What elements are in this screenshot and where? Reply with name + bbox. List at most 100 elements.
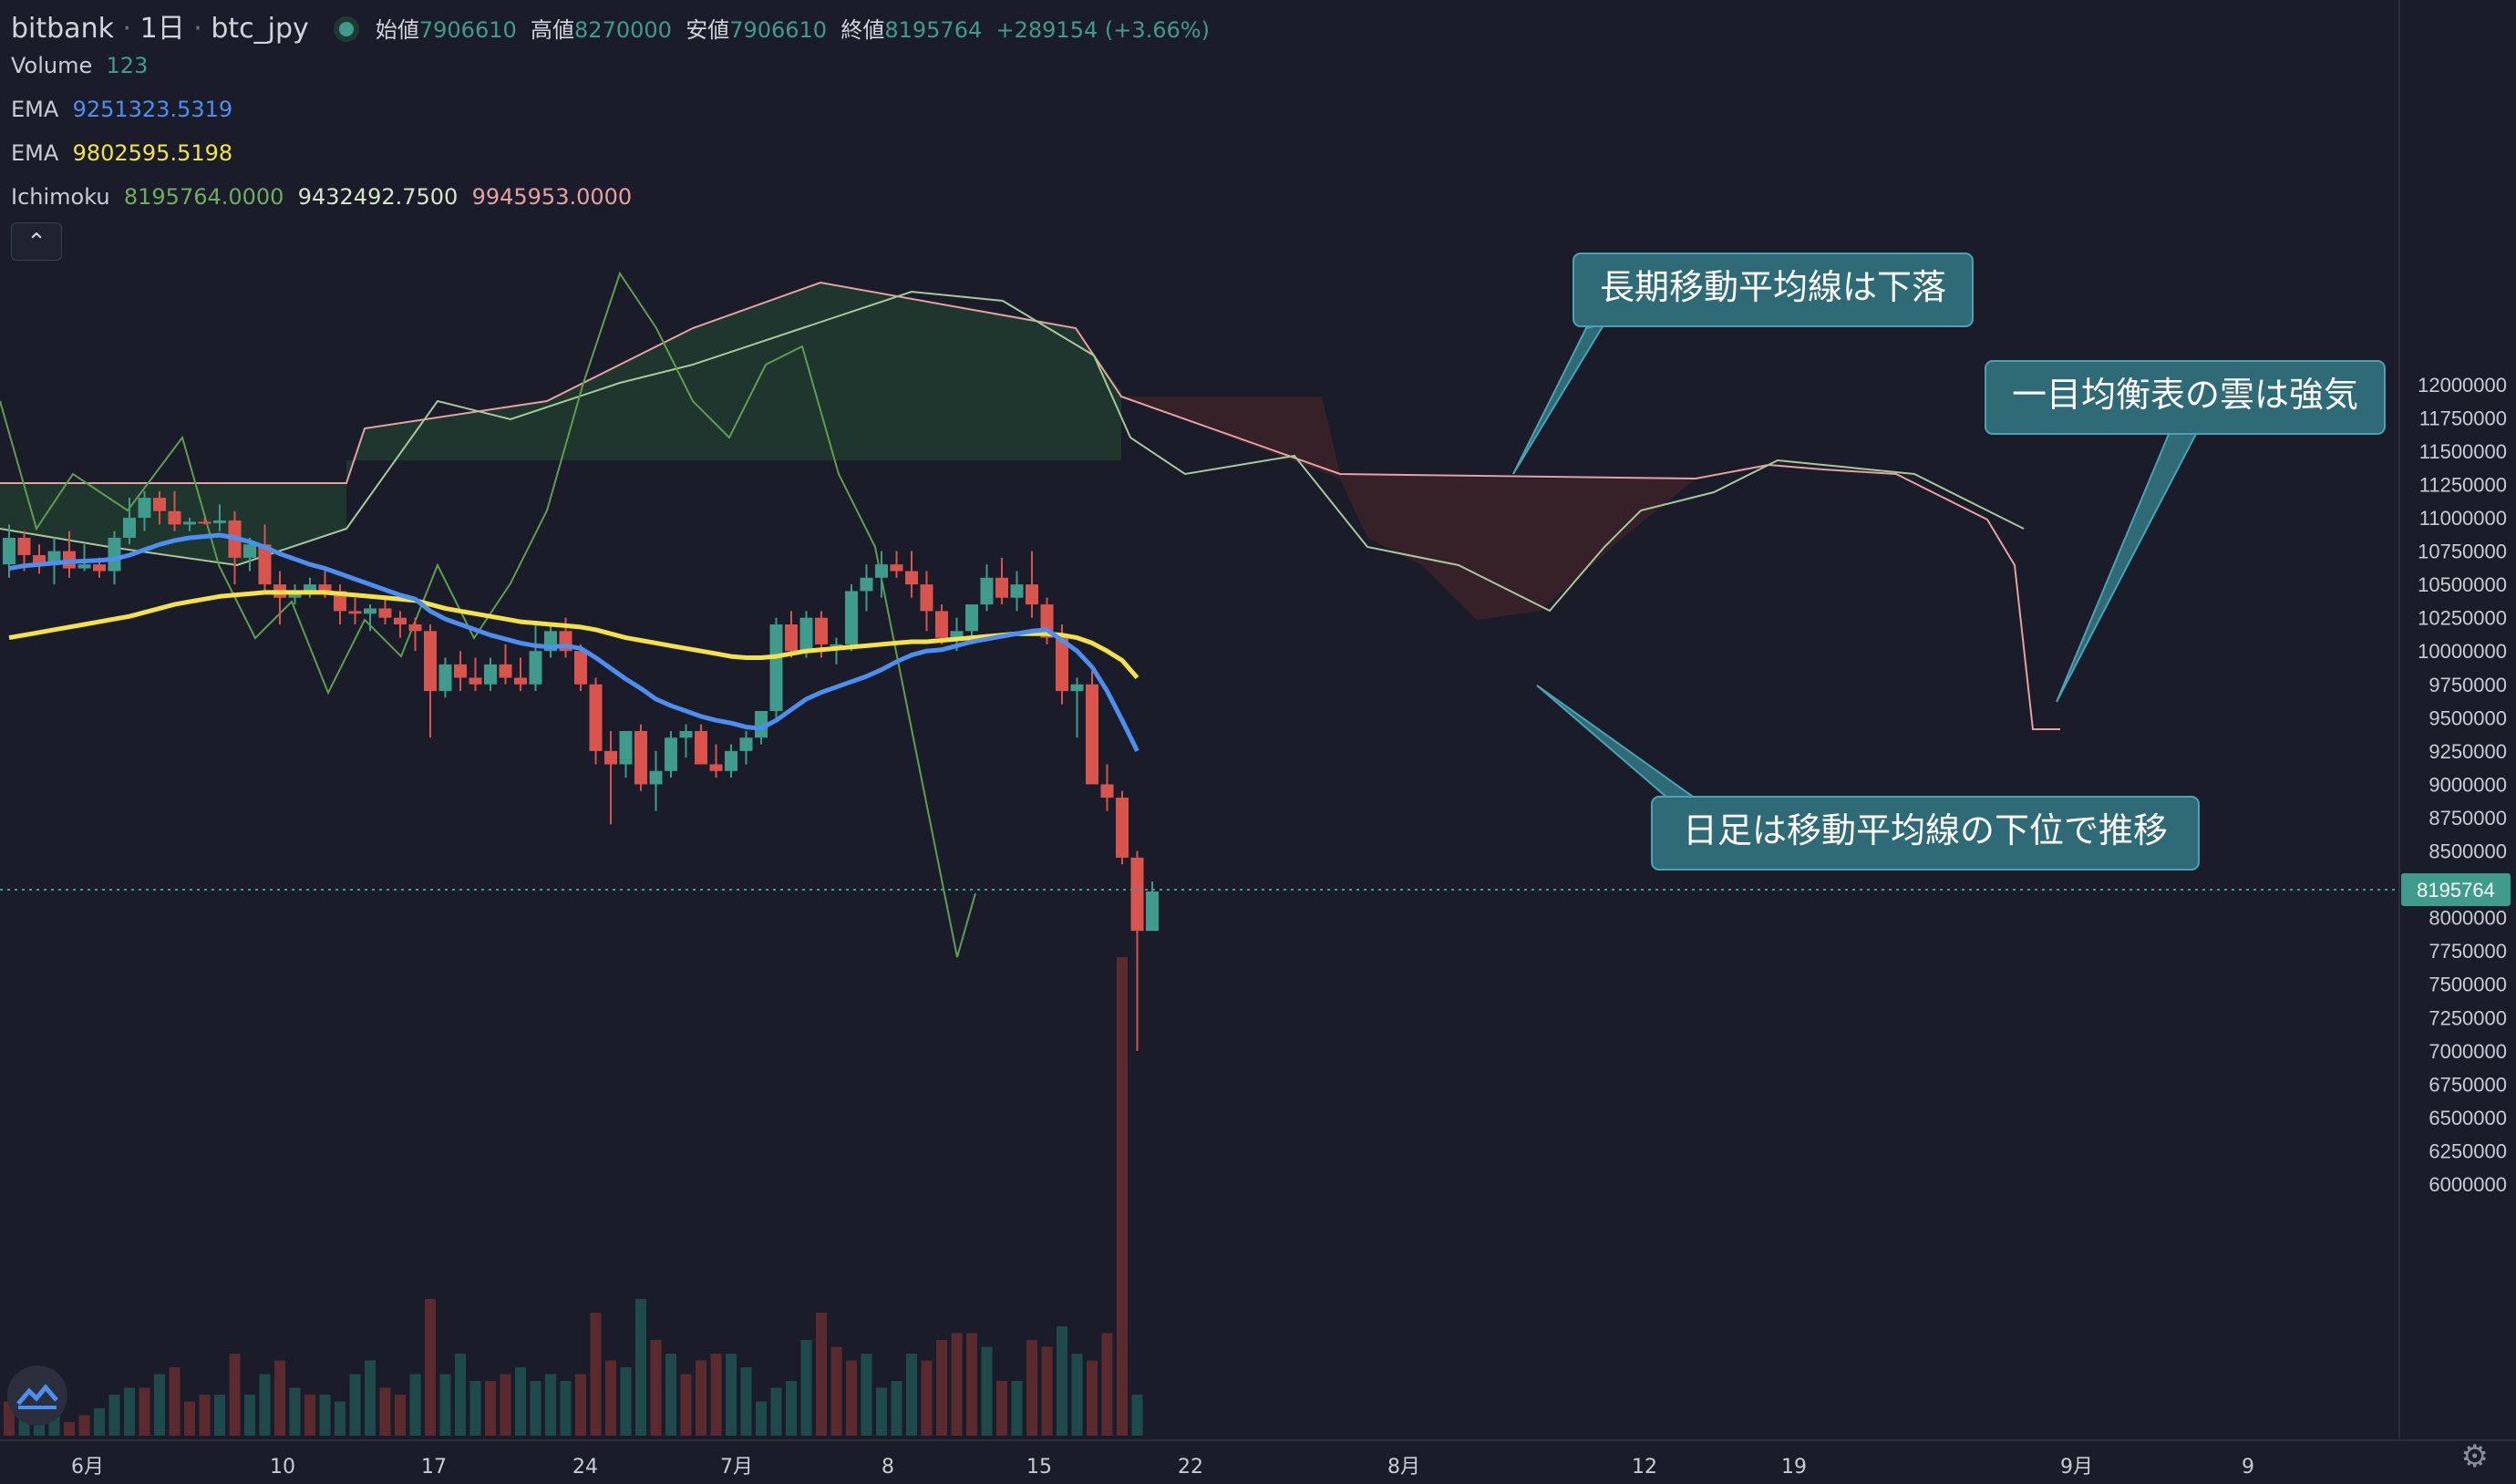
time-tick-label: 8 <box>882 1456 894 1479</box>
candle-body <box>1116 798 1129 858</box>
candle-body <box>469 677 482 685</box>
volume-bar <box>64 1422 75 1436</box>
candle-body <box>649 770 663 785</box>
time-tick-label: 19 <box>1781 1456 1807 1479</box>
price-axis[interactable]: 12000000 11750000 11500000 11250000 11000000… <box>2418 374 2507 1196</box>
senkou-span-b <box>0 281 2060 730</box>
price-tick-label: 9000000 <box>2428 773 2507 796</box>
candle-body <box>604 750 617 765</box>
candle-body <box>138 498 151 519</box>
legend-ema-short[interactable]: EMA 9251323.5319 <box>11 97 232 122</box>
change-value: +289154 (+3.66%) <box>995 17 1210 43</box>
collapse-legend-button[interactable]: ⌃ <box>11 222 62 261</box>
candle-body <box>860 577 873 592</box>
svg-text:長期移動平均線は下落: 長期移動平均線は下落 <box>1600 267 1946 307</box>
volume-bar <box>1101 1333 1113 1436</box>
interval-label[interactable]: 1日 <box>139 13 185 45</box>
time-tick-label: 7月 <box>720 1456 753 1479</box>
volume-bar <box>78 1415 90 1436</box>
candle-body <box>725 750 737 771</box>
time-tick-label: 22 <box>1178 1456 1203 1479</box>
time-tick-label: 15 <box>1026 1456 1052 1479</box>
volume-bar <box>620 1367 632 1436</box>
volume-bar <box>335 1401 345 1436</box>
cloud-bull-area <box>0 283 1121 565</box>
price-tick-label: 8500000 <box>2428 840 2507 863</box>
tradingview-logo-icon[interactable] <box>7 1365 67 1426</box>
volume-bar <box>1057 1326 1067 1436</box>
candle-body <box>529 651 542 685</box>
candle-body <box>1010 584 1024 598</box>
candle-body <box>920 584 933 612</box>
candle-body <box>394 617 407 624</box>
volume-bar <box>605 1360 616 1436</box>
candle-body <box>183 521 196 525</box>
ichimoku-value-2: 9432492.7500 <box>297 184 459 210</box>
time-tick-label: 10 <box>270 1456 295 1479</box>
candlesticks <box>3 490 1159 1051</box>
volume-bar <box>560 1381 572 1436</box>
candle-body <box>17 537 31 555</box>
market-status-icon <box>339 21 355 36</box>
candle-body <box>980 577 994 605</box>
price-tick-label: 11750000 <box>2419 407 2507 429</box>
gear-icon[interactable]: ⚙ <box>2460 1439 2489 1474</box>
volume-bar <box>710 1354 722 1436</box>
price-tick-label: 6000000 <box>2428 1173 2507 1196</box>
candle-body <box>77 564 91 569</box>
candle-body <box>258 544 272 585</box>
volume-bar <box>740 1367 752 1436</box>
legend-volume[interactable]: Volume 123 <box>11 53 148 78</box>
volume-bar <box>319 1395 331 1436</box>
volume-bar <box>800 1340 812 1436</box>
price-tick-label: 6250000 <box>2428 1139 2507 1162</box>
candle-body <box>1056 637 1068 692</box>
volume-bar <box>575 1374 586 1436</box>
time-tick-label: 17 <box>421 1456 447 1479</box>
time-tick-label: 9 <box>2242 1456 2254 1479</box>
symbol-name[interactable]: btc_jpy <box>211 13 309 45</box>
senkou-span-a <box>0 290 2025 613</box>
price-tick-label: 7750000 <box>2428 940 2507 963</box>
price-tick-label: 6500000 <box>2428 1107 2507 1129</box>
ema-lines <box>8 532 1139 752</box>
current-price-tag: 8195764 <box>2401 873 2511 906</box>
volume-bar <box>199 1395 211 1436</box>
open-label: 始値 <box>375 17 419 43</box>
ema-short-label: EMA <box>11 97 59 122</box>
volume-bar <box>108 1395 120 1436</box>
ichimoku-value-3: 9945953.0000 <box>471 184 633 210</box>
legend-ema-long[interactable]: EMA 9802595.5198 <box>11 140 232 166</box>
ema-long-value: 9802595.5198 <box>72 140 233 166</box>
candle-body <box>739 737 753 751</box>
time-tick-label: 24 <box>572 1456 598 1479</box>
volume-bar <box>830 1346 842 1436</box>
ema-long-label: EMA <box>11 140 59 166</box>
volume-bar <box>951 1333 963 1436</box>
low-value: 7906610 <box>729 17 828 43</box>
price-tick-label: 12000000 <box>2418 374 2507 397</box>
high-label: 高値 <box>531 17 575 43</box>
exchange-name[interactable]: bitbank <box>11 13 114 45</box>
candle-body <box>890 564 903 572</box>
candle-body <box>935 611 948 638</box>
candle-body <box>123 518 136 538</box>
candle-body <box>785 623 798 652</box>
volume-bar <box>169 1367 180 1436</box>
candle-body <box>213 520 226 523</box>
legend-ichimoku[interactable]: Ichimoku 8195764.0000 9432492.7500 99459… <box>11 184 632 210</box>
volume-bar <box>139 1387 150 1436</box>
chevron-up-icon: ⌃ <box>26 228 46 255</box>
candle-body <box>93 564 106 572</box>
callout-ichimoku-cloud: 一目均衡表の雲は強気 <box>1985 360 2386 703</box>
volume-value: 123 <box>106 53 149 78</box>
current-price-label: 8195764 <box>2417 879 2495 902</box>
candle-body <box>108 537 121 572</box>
volume-bar <box>395 1395 406 1436</box>
time-axis[interactable]: 6月 10 17 24 7月 8 15 22 8月 12 19 9月 9 <box>71 1456 2254 1479</box>
volume-bar <box>906 1354 917 1436</box>
volume-bar <box>365 1360 376 1436</box>
candle-body <box>769 623 783 712</box>
volume-bar <box>590 1313 602 1436</box>
